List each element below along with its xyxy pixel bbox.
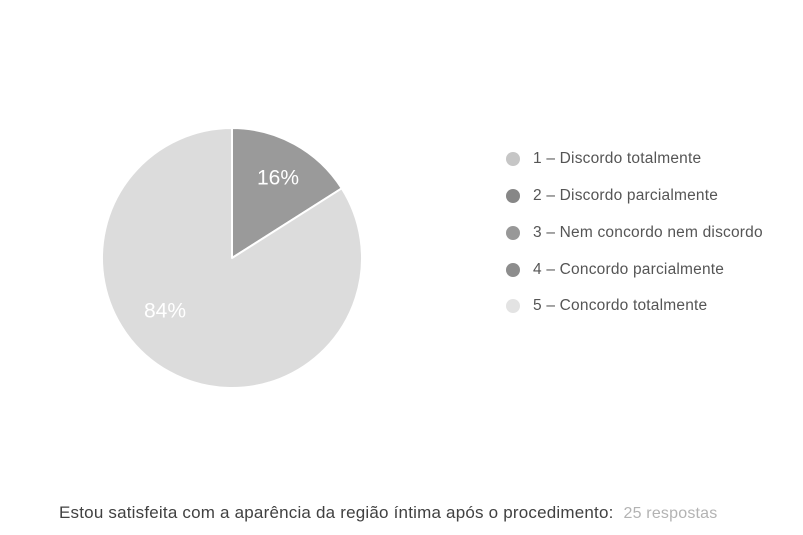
legend-swatch-3-icon	[506, 225, 520, 240]
pie-slice-4	[231, 127, 343, 259]
legend-item-5: 5 – Concordo totalmente	[506, 288, 763, 325]
chart-legend: 1 – Discordo totalmente 2 – Discordo par…	[506, 141, 763, 325]
pie-slice-label-4: 16%	[257, 167, 299, 190]
responses-count: 25 respostas	[623, 505, 718, 522]
legend-label-3: 3 – Nem concordo nem discordo	[533, 223, 763, 241]
legend-item-2: 2 – Discordo parcialmente	[506, 178, 763, 215]
legend-item-3: 3 – Nem concordo nem discordo	[506, 215, 763, 252]
question-text: Estou satisfeita com a aparência da regi…	[59, 503, 614, 522]
legend-label-1: 1 – Discordo totalmente	[533, 150, 702, 168]
pie-chart: 16% 84%	[101, 127, 363, 389]
legend-item-4: 4 – Concordo parcialmente	[506, 251, 763, 288]
legend-swatch-5-icon	[506, 299, 520, 314]
question-caption: Estou satisfeita com a aparência da regi…	[59, 503, 717, 523]
legend-label-5: 5 – Concordo totalmente	[533, 297, 708, 315]
legend-label-2: 2 – Discordo parcialmente	[533, 187, 719, 205]
legend-swatch-2-icon	[506, 189, 520, 204]
pie-slice-label-5: 84%	[144, 300, 186, 323]
legend-label-4: 4 – Concordo parcialmente	[533, 260, 725, 278]
legend-swatch-4-icon	[506, 262, 520, 277]
legend-item-1: 1 – Discordo totalmente	[506, 141, 763, 178]
legend-swatch-1-icon	[506, 152, 520, 167]
pie-slice-5	[101, 127, 363, 389]
